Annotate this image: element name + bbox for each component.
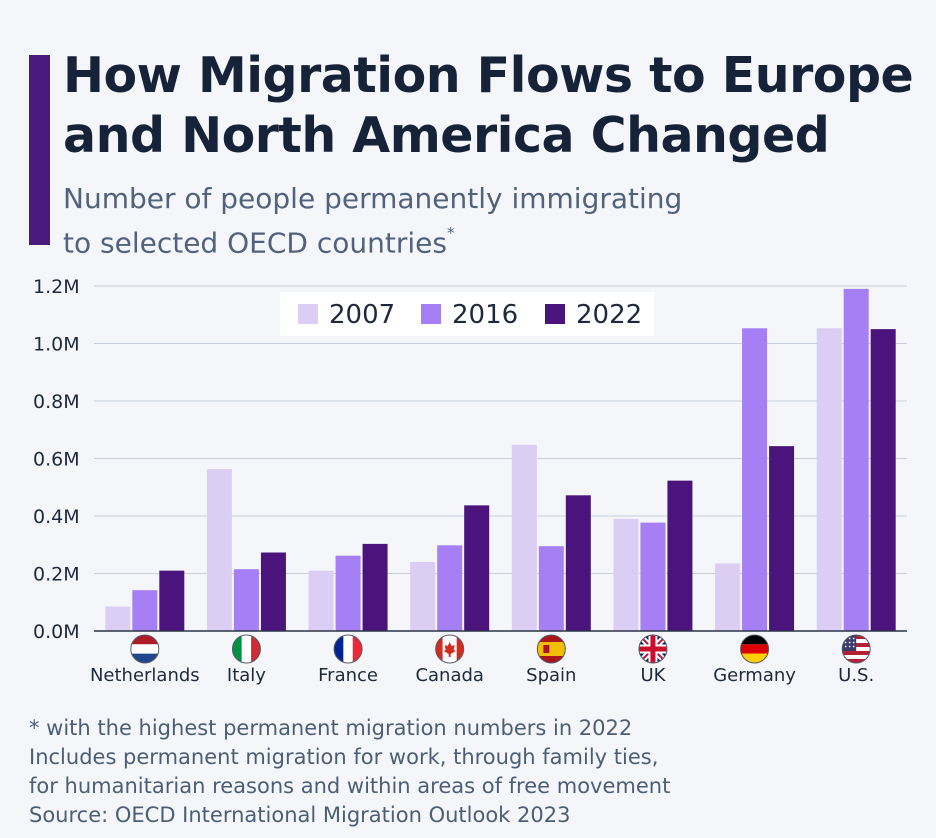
x-category-label: France — [318, 665, 378, 686]
bar-2022-italy — [260, 552, 286, 631]
subtitle-footnote-mark: * — [446, 224, 455, 242]
netherlands-flag-icon — [130, 634, 160, 664]
legend-swatch-2016 — [421, 304, 441, 324]
bar-2007-us — [816, 328, 842, 631]
title-line-1: How Migration Flows to Europe — [63, 47, 914, 104]
bar-2016-netherlands — [132, 590, 158, 631]
bar-2007-spain — [511, 444, 537, 631]
y-tick-label: 0.6M — [33, 449, 80, 471]
bar-2016-spain — [538, 546, 564, 631]
bar-chart: 0.0M 0.2M 0.4M 0.6M 0.8M 1.0M 1.2M Netherlands I… — [33, 276, 907, 686]
subtitle-line-1: Number of people permanently immigrating — [63, 182, 683, 215]
uk-flag-icon — [638, 634, 668, 664]
chart-subtitle: Number of people permanently immigrating… — [63, 180, 763, 262]
bar-2016-us — [843, 288, 869, 631]
y-tick-label: 1.0M — [33, 334, 80, 356]
x-category-label: Spain — [526, 665, 576, 686]
y-tick-label: 0.2M — [33, 564, 80, 586]
bar-2022-netherlands — [159, 570, 185, 631]
bar-2022-canada — [464, 505, 490, 631]
bar-2022-germany — [769, 446, 795, 631]
germany-flag-icon — [740, 634, 770, 664]
y-tick-label: 0.4M — [33, 506, 80, 528]
bar-2007-uk — [613, 518, 639, 631]
bar-2007-netherlands — [105, 606, 131, 631]
footnote-line-1: * with the highest permanent migration n… — [29, 716, 633, 740]
x-category-label: Canada — [415, 665, 484, 686]
footnote-line-3: for humanitarian reasons and within area… — [29, 774, 671, 798]
legend: 2007 2016 2022 — [280, 292, 654, 336]
bar-2016-germany — [742, 328, 768, 631]
footnote-line-2: Includes permanent migration for work, t… — [29, 745, 659, 769]
legend-swatch-2022 — [545, 304, 565, 324]
x-category-label: UK — [640, 665, 666, 686]
bar-2022-uk — [667, 480, 693, 631]
bar-2007-france — [308, 570, 334, 631]
bar-2022-us — [870, 329, 896, 631]
y-tick-label: 1.2M — [33, 276, 80, 298]
canada-flag-icon — [435, 634, 465, 664]
chart-title: How Migration Flows to Europe and North … — [63, 46, 933, 166]
bar-2007-italy — [206, 469, 232, 631]
bar-2007-canada — [410, 562, 436, 631]
legend-swatch-2007 — [298, 304, 318, 324]
bar-2016-canada — [437, 545, 463, 631]
subtitle-line-2: to selected OECD countries* — [63, 218, 763, 262]
bar-2016-france — [335, 555, 361, 631]
x-category-label: Germany — [713, 665, 796, 686]
bar-2016-uk — [640, 522, 666, 631]
bar-2022-spain — [565, 495, 591, 631]
x-category-label: Netherlands — [90, 665, 200, 686]
x-category-label: U.S. — [838, 665, 874, 686]
us-flag-icon — [841, 634, 871, 664]
legend-label-2022: 2022 — [576, 300, 642, 330]
chart-footnote: * with the highest permanent migration n… — [29, 714, 929, 830]
legend-label-2007: 2007 — [329, 300, 395, 330]
title-accent-bar — [29, 55, 50, 245]
y-tick-label: 0.8M — [33, 391, 80, 413]
legend-label-2016: 2016 — [452, 300, 518, 330]
bar-2022-france — [362, 543, 388, 631]
france-flag-icon — [333, 634, 363, 664]
y-tick-label: 0.0M — [33, 621, 80, 643]
subtitle-line-2-text: to selected OECD countries — [63, 226, 447, 260]
italy-flag-icon — [231, 634, 261, 664]
bar-2007-germany — [715, 563, 741, 631]
spain-flag-icon — [536, 634, 566, 664]
bar-2016-italy — [233, 569, 259, 631]
title-line-2: and North America Changed — [63, 107, 830, 164]
source-note: Source: OECD International Migration Out… — [29, 803, 571, 827]
legend-background — [280, 292, 654, 336]
x-category-label: Italy — [227, 665, 266, 686]
